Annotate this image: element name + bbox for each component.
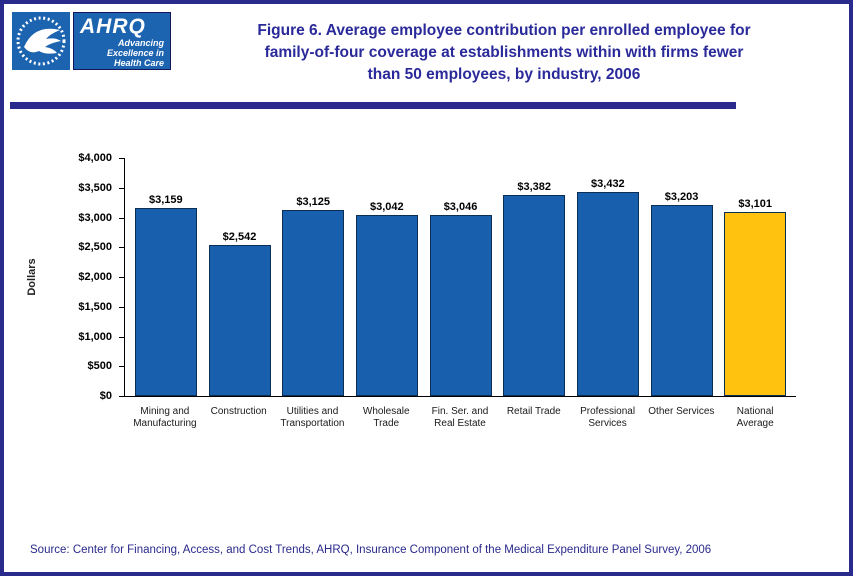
bar-value-label: $3,046 <box>443 200 478 213</box>
bars-row: $3,159 $2,542 $3,125 $3,042 $3,046 $3,382 $3,4… <box>125 159 796 396</box>
bar-value-label: $3,203 <box>664 191 699 204</box>
y-tick-mark <box>119 277 125 278</box>
y-tick-label: $2,000 <box>78 271 112 283</box>
x-axis-label: Construction <box>210 406 267 417</box>
x-axis-label: National Average <box>736 406 774 429</box>
figure-title-line: Figure 6. Average employee contribution … <box>257 22 751 39</box>
y-tick-label: $500 <box>87 360 112 373</box>
y-tick-mark <box>119 247 125 249</box>
header-divider-bar <box>10 102 736 109</box>
bar-group: $3,203 <box>645 159 719 396</box>
y-tick-mark <box>119 187 125 189</box>
source-note: Source: Center for Financing, Access, an… <box>30 544 712 556</box>
bar-value-label: $3,432 <box>591 177 625 190</box>
y-tick-mark <box>119 336 125 338</box>
x-axis-label: Utilities and Transportation <box>280 406 345 429</box>
bar <box>503 194 566 396</box>
y-axis: $0 $500 $1,000 $1,500 $2,000 $2,500 $3,000 $3,5… <box>54 152 118 402</box>
bar-group: $3,101 <box>718 159 792 396</box>
ahrq-tagline-line: Health Care <box>113 58 164 68</box>
x-axis-label: Fin. Ser. and Real Estate <box>431 406 489 429</box>
ahrq-tagline-line: Excellence in <box>106 48 164 58</box>
bar-value-label: $3,125 <box>296 196 330 209</box>
bar <box>208 244 271 396</box>
ahrq-logo-tagline: Advancing Excellence in Health Care <box>80 38 164 68</box>
figure-title-line: than 50 employees, by industry, 2006 <box>367 66 641 83</box>
bar-chart: Dollars $0 $500 $1,000 $1,500 $2,000 $2,500 $3… <box>4 137 849 447</box>
y-tick-mark <box>119 217 125 219</box>
x-axis-label: Professional Services <box>580 406 636 429</box>
bar <box>282 210 345 396</box>
y-tick-mark <box>119 396 125 397</box>
bar-group: $3,042 <box>350 159 424 396</box>
bar-group: $3,046 <box>424 159 498 396</box>
bar <box>576 191 639 396</box>
bar <box>429 214 492 396</box>
y-tick-label: $4,000 <box>78 152 112 164</box>
logo-group: AHRQ Advancing Excellence in Health Care <box>12 12 171 98</box>
figure-title: Figure 6. Average employee contribution … <box>171 12 837 98</box>
bar-group: $2,542 <box>203 159 277 396</box>
y-tick-mark <box>119 366 125 368</box>
y-tick-label: $2,500 <box>78 241 112 254</box>
bar-value-label: $3,159 <box>149 194 183 207</box>
hhs-logo <box>12 12 70 70</box>
bar-value-label: $3,382 <box>517 180 552 193</box>
ahrq-logo: AHRQ Advancing Excellence in Health Care <box>73 12 171 70</box>
bar <box>134 208 197 396</box>
bar-group: $3,159 <box>129 159 203 396</box>
bar <box>650 205 713 396</box>
y-tick-label: $1,000 <box>78 330 112 343</box>
y-tick-label: $3,000 <box>78 211 112 224</box>
y-tick-label: $0 <box>99 390 112 402</box>
plot-area: $3,159 $2,542 $3,125 $3,042 $3,046 $3,382 $3,4… <box>119 158 796 397</box>
y-tick-mark <box>119 306 125 308</box>
figure-title-line: family-of-four coverage at establishment… <box>264 44 744 61</box>
x-axis-label: Other Services <box>648 406 715 417</box>
y-axis-title: Dollars <box>26 258 38 296</box>
header: AHRQ Advancing Excellence in Health Care… <box>4 4 849 98</box>
bar-national-average <box>724 211 787 396</box>
x-axis-labels: Mining and Manufacturing Construction Utili… <box>124 403 796 430</box>
x-axis-label: Mining and Manufacturing <box>133 406 197 429</box>
y-tick-label: $3,500 <box>78 181 112 194</box>
x-axis-label: Retail Trade <box>506 406 561 417</box>
y-tick-label: $1,500 <box>78 300 112 313</box>
bar-value-label: $2,542 <box>222 230 257 243</box>
bar-group: $3,125 <box>276 159 350 396</box>
bar-group: $3,382 <box>497 159 571 396</box>
ahrq-logo-acronym: AHRQ <box>80 15 146 38</box>
bar <box>355 215 418 396</box>
bar-value-label: $3,101 <box>738 197 773 210</box>
bar-group: $3,432 <box>571 159 645 396</box>
ahrq-tagline-line: Advancing <box>117 38 164 48</box>
x-axis-label: Wholesale Trade <box>362 406 410 429</box>
bar-value-label: $3,042 <box>370 201 404 214</box>
hhs-eagle-icon <box>12 12 70 70</box>
y-tick-mark <box>119 158 125 159</box>
